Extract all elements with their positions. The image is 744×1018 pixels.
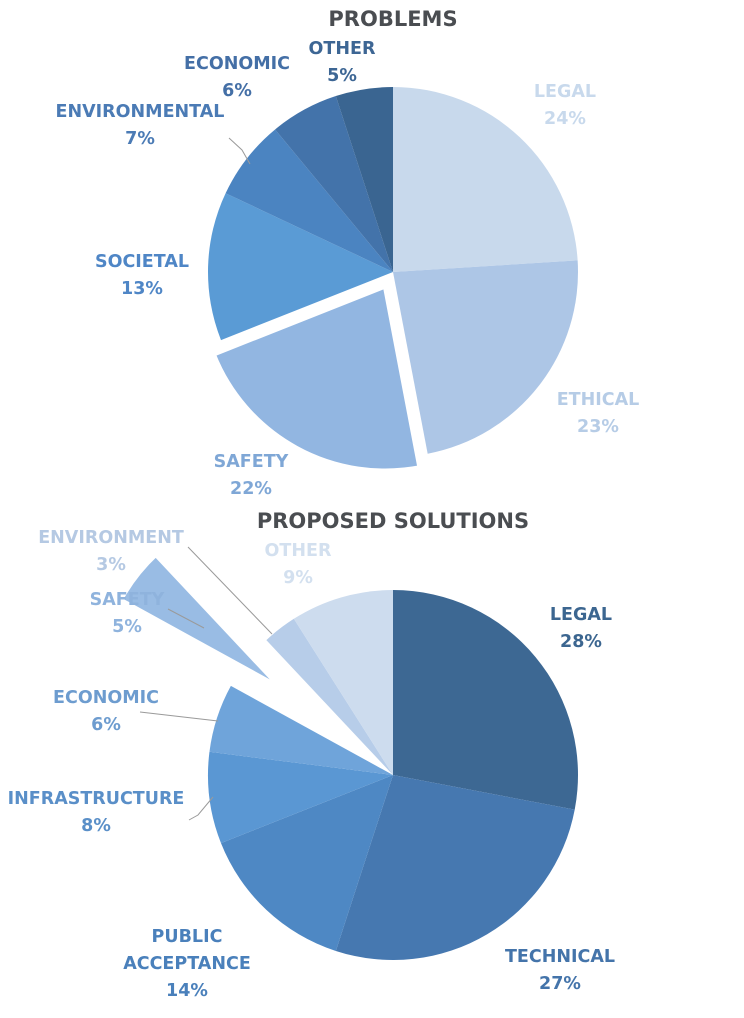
slice-percent-label: 7%: [125, 129, 155, 149]
problems-pie-chart: PROBLEMS LEGAL 24% ETHICAL 23% SAFETY 22% SOCIE…: [56, 7, 640, 499]
slice-percent-label: 5%: [112, 617, 142, 637]
solutions-leader-line-economic: [139, 711, 219, 722]
slice-percent-label: 24%: [544, 109, 586, 129]
slice-percent-label: 6%: [91, 715, 121, 735]
problems-label-other: OTHER 5%: [309, 39, 376, 86]
problems-leader-line-environmental: [228, 137, 251, 165]
slice-category-label: LEGAL: [550, 605, 612, 625]
slice-percent-label: 3%: [96, 555, 126, 575]
slice-category-label: ETHICAL: [557, 390, 640, 410]
slice-category-label: ENVIRONMENT: [38, 528, 184, 548]
solutions-label-infrastructure: INFRASTRUCTURE 8%: [8, 789, 185, 836]
solutions-label-legal: LEGAL 28%: [550, 605, 612, 652]
slice-category-label: SAFETY: [90, 590, 165, 610]
problems-slice-environmental: [225, 129, 393, 272]
problems-slice-other: [335, 87, 393, 272]
problems-label-environmental: ENVIRONMENTAL 7%: [56, 102, 225, 149]
problems-slice-safety: [210, 282, 423, 474]
slice-percent-label: 9%: [283, 568, 313, 588]
slice-percent-label: 5%: [327, 66, 357, 86]
problems-label-societal: SOCIETAL 13%: [95, 252, 189, 299]
slice-percent-label: 6%: [222, 81, 252, 101]
slice-category-label: OTHER: [309, 39, 376, 59]
solutions-slice-technical: [335, 775, 575, 961]
problems-label-safety: SAFETY 22%: [214, 452, 289, 499]
solutions-label-safety: SAFETY 5%: [90, 590, 165, 637]
slice-percent-label: 27%: [539, 974, 581, 994]
slice-category-label: SOCIETAL: [95, 252, 189, 272]
slice-percent-label: 8%: [81, 816, 111, 836]
slice-category-label: ECONOMIC: [184, 54, 290, 74]
slice-category-label: OTHER: [265, 541, 332, 561]
problems-slice-ethical: [393, 260, 578, 454]
solutions-leader-line-environment: [187, 546, 273, 635]
solutions-slice-public-acceptance: [220, 775, 393, 951]
solutions-label-other: OTHER 9%: [265, 541, 332, 588]
slice-percent-label: 13%: [121, 279, 163, 299]
solutions-slice-legal: [393, 590, 578, 810]
slice-category-label: ACCEPTANCE: [123, 954, 251, 974]
slice-percent-label: 22%: [230, 479, 272, 499]
slice-category-label: SAFETY: [214, 452, 289, 472]
problems-slice-economic: [275, 96, 393, 272]
slice-category-label: ECONOMIC: [53, 688, 159, 708]
solutions-slice-environment: [266, 618, 393, 775]
solutions-pie-chart: PROPOSED SOLUTIONS LEGAL 28% TECHNICAL 27% PU…: [8, 509, 615, 1001]
solutions-label-technical: TECHNICAL 27%: [505, 947, 615, 994]
solutions-slice-other: [293, 590, 393, 775]
problems-label-legal: LEGAL 24%: [534, 82, 596, 129]
solutions-slice-safety: [116, 550, 285, 692]
problems-chart-title: PROBLEMS: [328, 7, 457, 31]
slice-category-label: INFRASTRUCTURE: [8, 789, 185, 809]
solutions-label-environment: ENVIRONMENT 3%: [38, 528, 184, 575]
solutions-slice-infrastructure: [208, 751, 393, 844]
solutions-leader-line-infrastructure: [188, 796, 214, 821]
slice-category-label: LEGAL: [534, 82, 596, 102]
slice-category-label: TECHNICAL: [505, 947, 615, 967]
problems-slice-societal: [208, 193, 393, 341]
solutions-label-economic: ECONOMIC 6%: [53, 688, 159, 735]
slice-percent-label: 23%: [577, 417, 619, 437]
slice-percent-label: 14%: [166, 981, 208, 1001]
problems-label-economic: ECONOMIC 6%: [184, 54, 290, 101]
slice-percent-label: 28%: [560, 632, 602, 652]
problems-slice-legal: [393, 87, 578, 272]
problems-label-ethical: ETHICAL 23%: [557, 390, 640, 437]
solutions-slice-economic: [209, 685, 393, 775]
solutions-leader-line-safety: [167, 608, 205, 629]
solutions-label-public-acceptance: PUBLIC ACCEPTANCE 14%: [123, 927, 251, 1001]
solutions-chart-title: PROPOSED SOLUTIONS: [257, 509, 529, 533]
slice-category-label: PUBLIC: [152, 927, 223, 947]
slice-category-label: ENVIRONMENTAL: [56, 102, 225, 122]
